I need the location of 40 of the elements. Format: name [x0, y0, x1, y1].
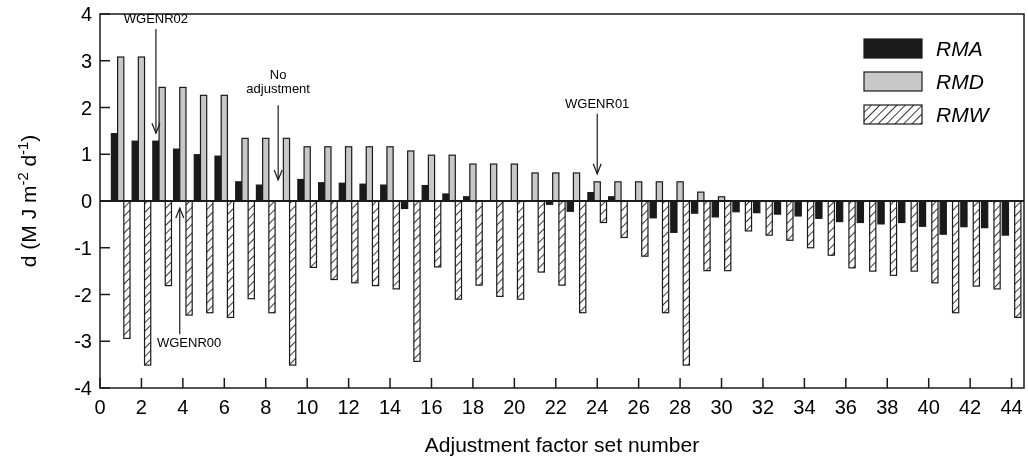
- y-tick-label: 4: [80, 3, 92, 25]
- x-tick-label: 30: [710, 396, 733, 418]
- x-tick-label: 2: [135, 396, 147, 418]
- x-tick-label: 12: [337, 396, 360, 418]
- x-tick-label: 38: [876, 396, 899, 418]
- x-tick-label: 34: [793, 396, 816, 418]
- x-tick-label: 32: [751, 396, 775, 418]
- y-tick-label: 0: [80, 190, 92, 212]
- legend-label: RMW: [936, 103, 991, 126]
- x-tick-label: 44: [1000, 396, 1023, 418]
- y-tick-label: 3: [80, 49, 92, 72]
- x-tick-label: 40: [917, 396, 940, 418]
- legend-label: RMA: [936, 37, 983, 60]
- y-tick-label: 1: [80, 143, 92, 166]
- x-tick-label: 0: [94, 396, 106, 418]
- y-tick-label: -3: [74, 330, 92, 353]
- annotation: WGENR02: [123, 11, 189, 27]
- y-tick-label: -1: [74, 236, 92, 259]
- x-tick-label: 28: [668, 396, 692, 418]
- x-axis-title: Adjustment factor set number: [424, 433, 700, 456]
- x-tick-label: 22: [544, 396, 567, 418]
- y-tick-label: 2: [80, 96, 92, 119]
- legend-label: RMD: [936, 70, 984, 93]
- annotation: WGENR00: [156, 334, 222, 350]
- x-tick-label: 6: [218, 396, 230, 418]
- x-tick-label: 18: [461, 396, 485, 418]
- x-tick-label: 26: [627, 396, 650, 418]
- x-tick-label: 36: [834, 396, 857, 418]
- x-tick-label: 42: [959, 396, 982, 418]
- x-tick-label: 16: [420, 396, 443, 418]
- x-tick-label: 24: [586, 396, 609, 418]
- y-tick-label: -4: [74, 377, 92, 399]
- annotation: WGENR01: [565, 95, 630, 111]
- x-tick-label: 14: [378, 396, 402, 418]
- x-tick-label: 8: [260, 396, 272, 418]
- x-tick-label: 10: [296, 396, 319, 418]
- x-tick-label: 4: [177, 396, 189, 418]
- x-tick-label: 20: [503, 396, 526, 418]
- y-tick-label: -2: [74, 283, 92, 306]
- annotation: No adjustment: [246, 67, 311, 97]
